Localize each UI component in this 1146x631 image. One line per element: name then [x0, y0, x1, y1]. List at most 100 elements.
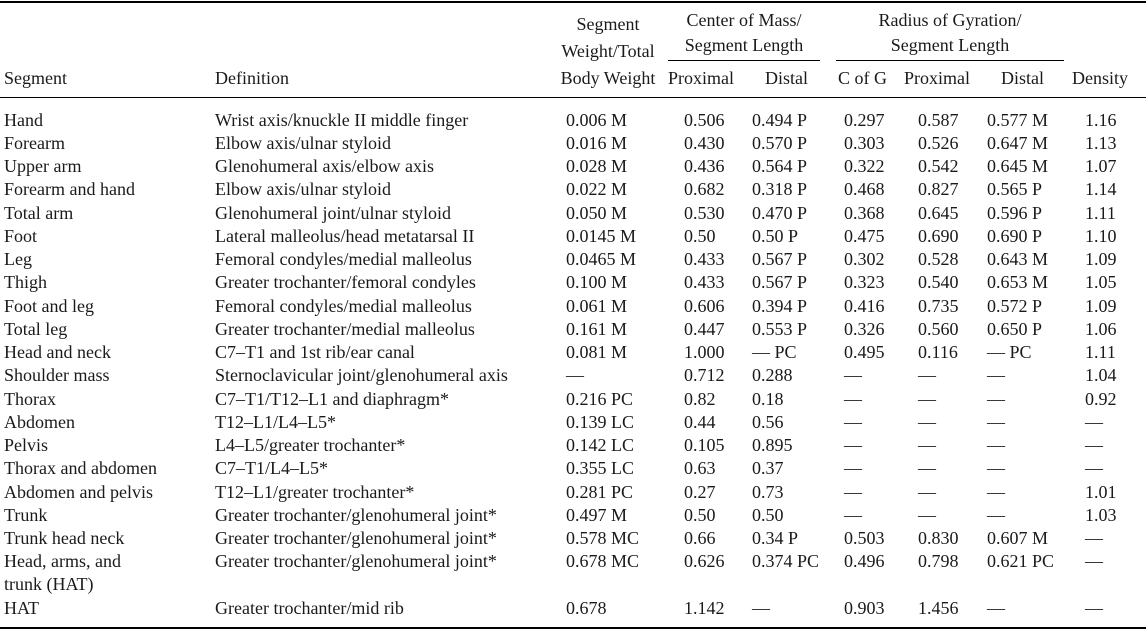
cell-weight: — — [566, 365, 584, 385]
cell-c-of-g: 0.302 — [844, 249, 885, 269]
rog-group-rule — [836, 60, 1064, 61]
cell-weight: 0.0465 M — [566, 249, 637, 269]
cell-com-distal: 0.50 — [752, 505, 784, 525]
cell-com-proximal: 0.626 — [684, 551, 725, 571]
cell-definition: Glenohumeral axis/elbow axis — [215, 156, 434, 176]
cell-density: — — [1085, 598, 1103, 618]
cell-segment: Hand — [4, 110, 43, 130]
cell-rog-proximal: 1.456 — [918, 598, 959, 618]
cell-segment: Head, arms, and — [4, 551, 121, 571]
cell-rog-proximal: — — [918, 389, 936, 409]
cell-density: 1.04 — [1085, 365, 1117, 385]
cell-rog-distal: 0.690 P — [987, 226, 1043, 246]
cell-definition: Greater trochanter/medial malleolus — [215, 319, 475, 339]
cell-density: 1.05 — [1085, 272, 1117, 292]
cell-rog-proximal: — — [918, 482, 936, 502]
header-weight-line1: Segment — [576, 14, 640, 34]
cell-density: — — [1085, 435, 1103, 455]
cell-com-distal: 0.394 P — [752, 296, 808, 316]
cell-rog-proximal: 0.526 — [918, 133, 959, 153]
cell-density: — — [1085, 458, 1103, 478]
header-com-line2: Segment Length — [684, 35, 804, 55]
cell-segment: Shoulder mass — [4, 365, 110, 385]
cell-com-proximal: 0.105 — [684, 435, 725, 455]
cell-density: — — [1085, 528, 1103, 548]
cell-com-distal: 0.567 P — [752, 249, 808, 269]
header-segment: Segment — [4, 68, 67, 88]
cell-weight: 0.006 M — [566, 110, 628, 130]
cell-rog-proximal: 0.735 — [918, 296, 959, 316]
cell-c-of-g: 0.475 — [844, 226, 885, 246]
cell-com-proximal: 0.530 — [684, 203, 725, 223]
cell-segment: Leg — [4, 249, 32, 269]
cell-density: 1.07 — [1085, 156, 1117, 176]
header-weight-line3: Body Weight — [560, 68, 656, 88]
cell-c-of-g: — — [844, 505, 862, 525]
cell-c-of-g: 0.903 — [844, 598, 885, 618]
cell-com-distal: 0.570 P — [752, 133, 808, 153]
cell-com-distal: 0.50 P — [752, 226, 799, 246]
cell-weight: 0.081 M — [566, 342, 628, 362]
cell-c-of-g: 0.495 — [844, 342, 885, 362]
cell-definition: Lateral malleolus/head metatarsal II — [215, 226, 475, 246]
cell-density: 1.09 — [1085, 296, 1117, 316]
cell-c-of-g: — — [844, 435, 862, 455]
cell-rog-distal: 0.647 M — [987, 133, 1049, 153]
cell-segment: Total leg — [4, 319, 68, 339]
cell-rog-distal: — — [987, 412, 1005, 432]
cell-rog-distal: — — [987, 365, 1005, 385]
cell-segment: Thorax and abdomen — [4, 458, 157, 478]
cell-rog-distal: 0.645 M — [987, 156, 1049, 176]
cell-rog-proximal: 0.587 — [918, 110, 959, 130]
cell-rog-distal: 0.650 P — [987, 319, 1043, 339]
cell-segment: Abdomen and pelvis — [4, 482, 153, 502]
cell-rog-distal: 0.643 M — [987, 249, 1049, 269]
cell-rog-distal: 0.596 P — [987, 203, 1043, 223]
cell-com-distal: 0.18 — [752, 389, 784, 409]
cell-weight: 0.100 M — [566, 272, 628, 292]
cell-weight: 0.497 M — [566, 505, 628, 525]
cell-rog-distal: — — [987, 482, 1005, 502]
cell-density: 0.92 — [1085, 389, 1117, 409]
cell-com-distal: 0.895 — [752, 435, 793, 455]
cell-rog-proximal: 0.645 — [918, 203, 959, 223]
cell-segment: trunk (HAT) — [4, 574, 94, 594]
cell-com-proximal: 0.66 — [684, 528, 716, 548]
cell-com-proximal: 0.606 — [684, 296, 725, 316]
cell-definition: L4–L5/greater trochanter* — [215, 435, 406, 455]
cell-density: — — [1085, 412, 1103, 432]
cell-density: 1.10 — [1085, 226, 1117, 246]
cell-rog-distal: — — [987, 435, 1005, 455]
cell-rog-distal: 0.607 M — [987, 528, 1049, 548]
cell-com-distal: 0.567 P — [752, 272, 808, 292]
cell-rog-distal: 0.577 M — [987, 110, 1049, 130]
cell-definition: Femoral condyles/medial malleolus — [215, 296, 472, 316]
cell-rog-proximal: 0.540 — [918, 272, 959, 292]
cell-definition: T12–L1/greater trochanter* — [215, 482, 415, 502]
cell-com-proximal: 0.82 — [684, 389, 716, 409]
cell-density: 1.11 — [1085, 342, 1116, 362]
header-definition: Definition — [215, 68, 289, 88]
cell-weight: 0.161 M — [566, 319, 628, 339]
cell-definition: Sternoclavicular joint/glenohumeral axis — [215, 365, 508, 385]
cell-com-proximal: 0.506 — [684, 110, 725, 130]
cell-definition: Greater trochanter/femoral condyles — [215, 272, 476, 292]
cell-density: — — [1085, 551, 1103, 571]
cell-weight: 0.678 MC — [566, 551, 640, 571]
cell-weight: 0.028 M — [566, 156, 628, 176]
cell-com-proximal: 0.50 — [684, 505, 716, 525]
cell-definition: C7–T1/T12–L1 and diaphragm* — [215, 389, 449, 409]
cell-definition: C7–T1 and 1st rib/ear canal — [215, 342, 415, 362]
cell-weight: 0.139 LC — [566, 412, 635, 432]
cell-weight: 0.016 M — [566, 133, 628, 153]
cell-rog-distal: — — [987, 389, 1005, 409]
header-rog-distal: Distal — [1001, 68, 1044, 88]
header-rule — [0, 97, 1146, 98]
cell-segment: Pelvis — [4, 435, 49, 455]
cell-com-proximal: 0.712 — [684, 365, 725, 385]
cell-rog-distal: — — [987, 598, 1005, 618]
cell-segment: Trunk — [4, 505, 48, 525]
cell-rog-proximal: 0.690 — [918, 226, 959, 246]
cell-com-distal: 0.37 — [752, 458, 784, 478]
cell-density: 1.09 — [1085, 249, 1117, 269]
